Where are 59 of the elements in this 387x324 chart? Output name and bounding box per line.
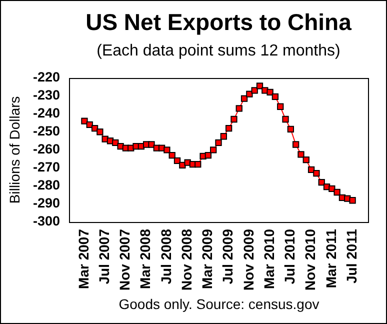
point: [174, 157, 181, 164]
point: [282, 116, 289, 123]
point: [184, 159, 191, 166]
point: [256, 82, 264, 90]
point: [240, 95, 248, 102]
x-tick-label: Jul 2010: [282, 228, 298, 284]
y-tick-label: -220: [32, 70, 60, 85]
x-tick-label: Mar 2008: [137, 228, 154, 289]
point: [81, 118, 88, 124]
point: [302, 156, 310, 164]
x-tick-label: Jul 2011: [343, 228, 360, 284]
y-tick-label: -300: [32, 214, 60, 229]
point: [292, 141, 300, 148]
point: [220, 133, 227, 140]
point: [298, 151, 304, 158]
x-tick-label: Nov 2009: [240, 228, 256, 290]
y-tick-label: -270: [32, 160, 60, 175]
point: [204, 152, 212, 159]
x-tick-label: Mar 2009: [199, 228, 216, 289]
point: [287, 126, 294, 132]
x-tick-label: Mar 2010: [260, 228, 277, 289]
point: [168, 152, 176, 159]
y-tick-label: -240: [32, 106, 60, 121]
x-tick-label: Mar 2007: [75, 228, 92, 289]
point: [215, 139, 222, 146]
y-tick-label: -280: [32, 178, 60, 193]
chart-title: US Net Exports to China: [86, 9, 352, 36]
chart-subtitle: (Each data point sums 12 months): [96, 42, 340, 60]
x-tick-label: Nov 2010: [302, 228, 318, 290]
x-tick-label: Mar 2011: [322, 228, 339, 288]
point: [225, 124, 232, 132]
point: [148, 141, 155, 148]
point: [96, 128, 104, 136]
point: [334, 188, 340, 196]
x-tick-label: Jul 2009: [220, 228, 236, 284]
x-tick-label: Jul 2008: [158, 228, 174, 284]
point: [164, 146, 170, 154]
x-tick-label: Jul 2007: [96, 228, 112, 284]
point: [272, 93, 279, 100]
point: [230, 116, 238, 123]
point: [246, 90, 253, 98]
y-tick-label: -260: [32, 142, 60, 157]
point: [251, 87, 258, 94]
point: [277, 103, 284, 110]
point: [349, 197, 356, 204]
y-tick-label: -250: [32, 124, 60, 139]
point: [194, 160, 202, 168]
point: [313, 170, 320, 177]
x-tick-label: Nov 2008: [178, 228, 194, 290]
y-axis-title: Billions of Dollars: [6, 96, 22, 204]
point: [117, 142, 124, 150]
point: [210, 146, 217, 154]
text: Goods only. Source: census.gov: [118, 296, 320, 312]
point: [266, 88, 274, 96]
point: [236, 105, 242, 112]
y-tick-label: -230: [32, 88, 60, 103]
y-tick-label: -290: [32, 196, 60, 211]
point: [318, 179, 325, 186]
x-tick-label: Nov 2007: [116, 228, 133, 290]
